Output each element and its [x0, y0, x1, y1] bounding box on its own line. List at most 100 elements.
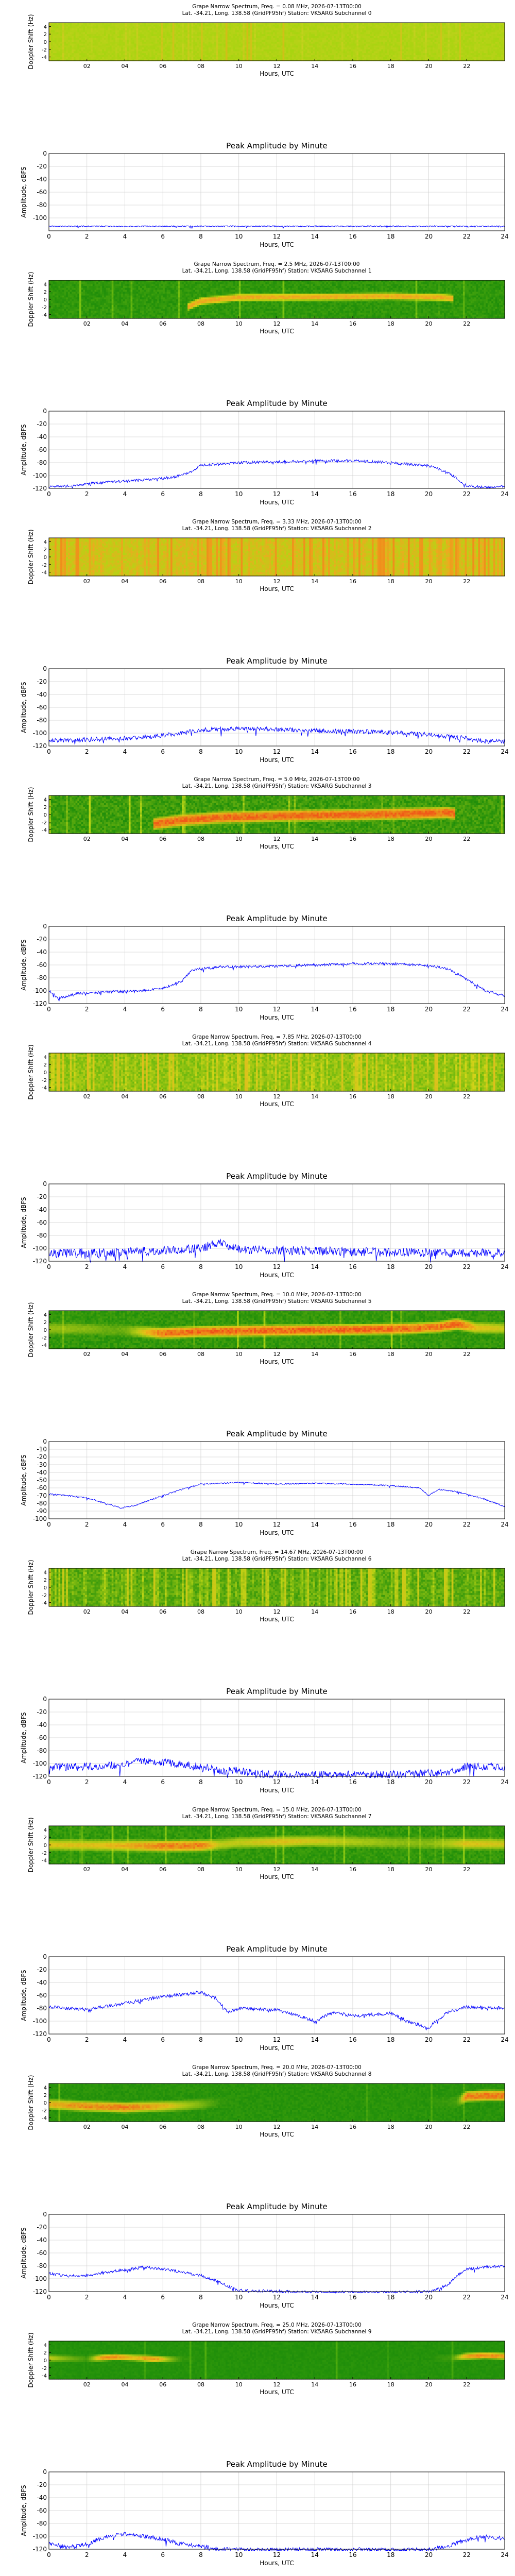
heatmap-cell [214, 42, 217, 44]
heatmap-cell [489, 32, 492, 35]
heatmap-cell [75, 26, 78, 29]
heatmap-cell [489, 45, 492, 48]
heatmap-cell [274, 40, 278, 42]
heatmap-cell [149, 34, 152, 37]
heatmap-cell [474, 38, 477, 40]
heatmap-cell [341, 28, 344, 31]
heatmap-cell [487, 53, 490, 56]
heatmap-cell [457, 23, 460, 25]
heatmap-cell [113, 34, 116, 37]
heatmap-cell [140, 40, 143, 42]
heatmap-cell [104, 23, 107, 25]
heatmap-cell [134, 47, 137, 50]
heatmap-cell [224, 49, 226, 52]
heatmap-cell [362, 38, 365, 40]
heatmap-cell [311, 51, 314, 54]
heatmap-cell [364, 42, 367, 44]
heatmap-cell [108, 57, 110, 59]
heatmap-cell [482, 32, 485, 35]
heatmap-cell [151, 43, 154, 46]
heatmap-cell [425, 26, 427, 29]
heatmap-cell [495, 47, 497, 50]
heatmap-cell [66, 34, 68, 37]
heatmap-cell [58, 292, 61, 294]
heatmap-cell [140, 24, 143, 27]
heatmap-cell [64, 55, 66, 58]
heatmap-cell [185, 40, 188, 42]
heatmap-cell [244, 26, 247, 29]
heatmap-cell [262, 51, 264, 54]
heatmap-cell [127, 24, 129, 27]
heatmap-cell [134, 42, 137, 44]
heatmap-cell [136, 36, 139, 39]
heatmap-cell [394, 53, 397, 56]
heatmap-cell [214, 34, 217, 37]
heatmap-cell [461, 49, 464, 52]
heatmap-cell [398, 43, 401, 46]
heatmap-cell [313, 26, 315, 29]
heatmap-cell [320, 23, 323, 25]
heatmap-cell [102, 53, 105, 56]
heatmap-cell [280, 43, 283, 46]
heatmap-cell [290, 38, 293, 40]
heatmap-cell [199, 49, 201, 52]
heatmap-cell [199, 42, 201, 44]
heatmap-cell [366, 51, 369, 54]
heatmap-cell [262, 32, 264, 35]
heatmap-cell [461, 53, 464, 56]
heatmap-cell [70, 51, 72, 54]
heatmap-cell [94, 38, 97, 40]
heatmap-cell [208, 49, 211, 52]
heatmap-cell [248, 30, 251, 33]
heatmap-cell [204, 45, 207, 48]
heatmap-cell [320, 45, 323, 48]
heatmap-cell [341, 30, 344, 33]
heatmap-cell [482, 43, 485, 46]
heatmap-cell [87, 43, 90, 46]
heatmap-cell [163, 26, 165, 29]
heatmap-cell [383, 36, 386, 39]
heatmap-cell [106, 34, 108, 37]
heatmap-cell [394, 26, 397, 29]
heatmap-cell [465, 51, 467, 54]
spectrum-xlabel: Hours, UTC [260, 70, 294, 77]
heatmap-cell [49, 45, 52, 48]
heatmap-cell [185, 55, 188, 58]
heatmap-cell [50, 314, 53, 317]
heatmap-cell [404, 53, 406, 56]
heatmap-cell [115, 28, 118, 31]
heatmap-cell [127, 34, 129, 37]
heatmap-cell [50, 299, 53, 302]
heatmap-cell [299, 24, 302, 27]
heatmap-cell [273, 42, 276, 44]
heatmap-cell [246, 55, 249, 58]
heatmap-cell [392, 45, 395, 48]
heatmap-cell [450, 24, 452, 27]
heatmap-cell [263, 34, 266, 37]
heatmap-cell [347, 55, 350, 58]
heatmap-cell [406, 36, 408, 39]
heatmap-cell [274, 43, 278, 46]
heatmap-cell [269, 36, 272, 39]
heatmap-cell [423, 47, 425, 50]
heatmap-cell [415, 30, 418, 33]
heatmap-cell [444, 23, 447, 25]
heatmap-cell [442, 36, 444, 39]
heatmap-cell [265, 40, 268, 42]
heatmap-cell [92, 49, 95, 52]
heatmap-cell [262, 23, 264, 25]
heatmap-cell [212, 28, 215, 31]
heatmap-cell [307, 43, 310, 46]
heatmap-cell [201, 26, 203, 29]
heatmap-cell [431, 40, 433, 42]
heatmap-cell [176, 55, 179, 58]
heatmap-cell [53, 301, 55, 303]
heatmap-cell [146, 55, 148, 58]
heatmap-cell [478, 42, 480, 44]
heatmap-cell [212, 26, 215, 29]
heatmap-cell [161, 47, 163, 50]
heatmap-cell [436, 30, 439, 33]
heatmap-cell [243, 57, 245, 59]
heatmap-cell [269, 57, 272, 59]
heatmap-cell [457, 57, 460, 59]
